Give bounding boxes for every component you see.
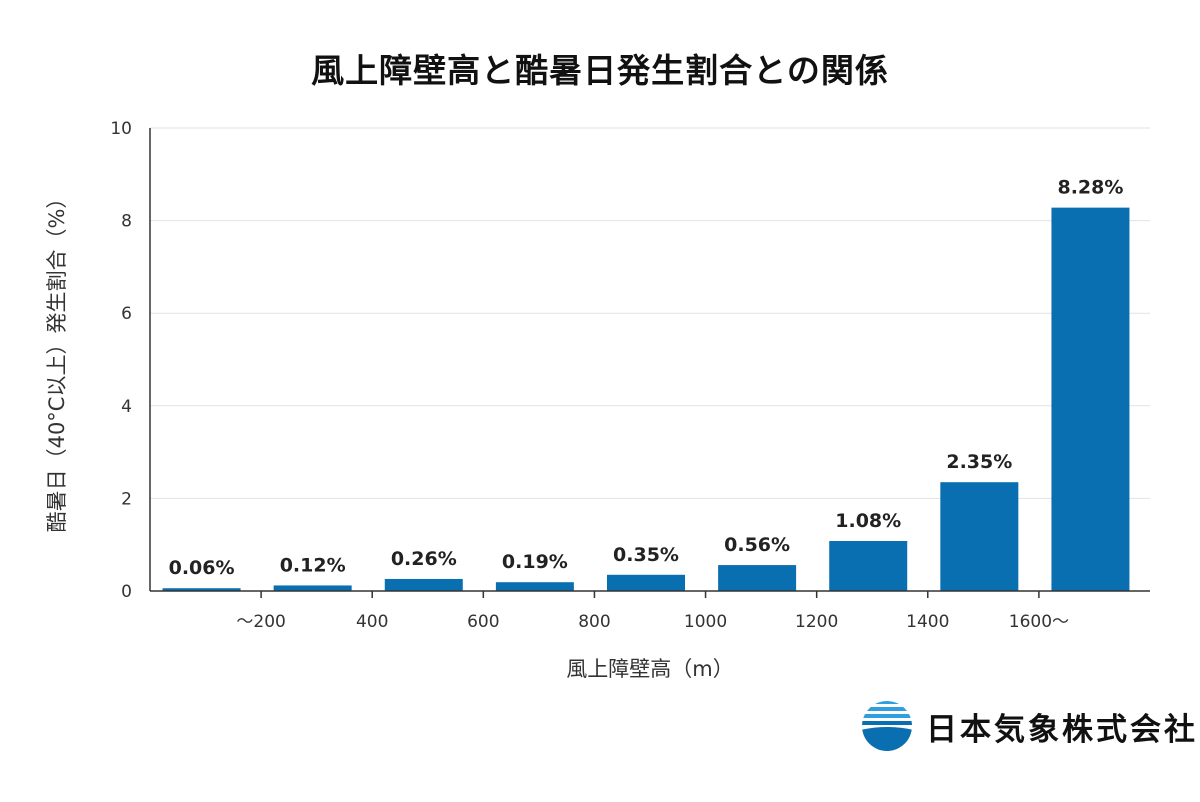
- x-tick-label: 600: [467, 612, 499, 632]
- x-tick-label: 800: [578, 612, 610, 632]
- data-label: 1.08%: [835, 510, 901, 532]
- company-name: 日本気象株式会社: [926, 711, 1198, 748]
- y-tick-label: 6: [121, 304, 132, 324]
- data-label: 2.35%: [946, 451, 1012, 473]
- y-tick-label: 8: [121, 212, 132, 232]
- x-tick-label: 1600～: [1009, 612, 1069, 632]
- x-ticks: ～200 400 600 800 1000 1200 1400 1600～: [236, 591, 1069, 632]
- x-axis-title: 風上障壁高（m）: [566, 657, 733, 681]
- data-label: 0.12%: [280, 554, 346, 576]
- chart-title: 風上障壁高と酷暑日発生割合との関係: [311, 51, 889, 90]
- data-label: 0.06%: [169, 557, 235, 579]
- y-tick-label: 2: [121, 489, 132, 509]
- bar: [273, 585, 352, 591]
- bars: [162, 207, 1130, 592]
- y-ticks: 0 2 4 6 8 10: [110, 119, 132, 602]
- company-logo: 日本気象株式会社: [860, 700, 1198, 752]
- data-label: 0.19%: [502, 551, 568, 573]
- data-label: 0.56%: [724, 534, 790, 556]
- x-tick-label: 1400: [906, 612, 949, 632]
- y-tick-label: 4: [121, 397, 132, 417]
- grid-lines: [150, 127, 1150, 499]
- bar: [1051, 207, 1130, 592]
- axes: [149, 128, 1150, 592]
- y-axis-title: 酷暑日（40°C以上）発生割合（%）: [45, 188, 69, 533]
- bar: [718, 565, 797, 591]
- bar: [829, 540, 908, 591]
- x-tick-label: ～200: [236, 612, 285, 632]
- bar: [940, 482, 1019, 591]
- data-labels: 0.06% 0.12% 0.26% 0.19% 0.35% 0.56% 1.08% 2.35%…: [169, 177, 1124, 580]
- x-tick-label: 1000: [684, 612, 727, 632]
- data-label: 0.35%: [613, 544, 679, 566]
- data-label: 0.26%: [391, 548, 457, 570]
- bar-chart: 0.06% 0.12% 0.26% 0.19% 0.35% 0.56% 1.08% 2.35%…: [45, 119, 1150, 681]
- y-tick-label: 0: [121, 582, 132, 602]
- bar: [495, 582, 574, 591]
- bar: [607, 574, 685, 591]
- x-tick-label: 1200: [795, 612, 838, 632]
- company-logo-icon: [862, 701, 912, 751]
- x-tick-label: 400: [356, 612, 388, 632]
- data-label: 8.28%: [1057, 177, 1123, 199]
- bar: [384, 578, 463, 591]
- bar: [162, 588, 241, 591]
- y-tick-label: 10: [110, 119, 132, 139]
